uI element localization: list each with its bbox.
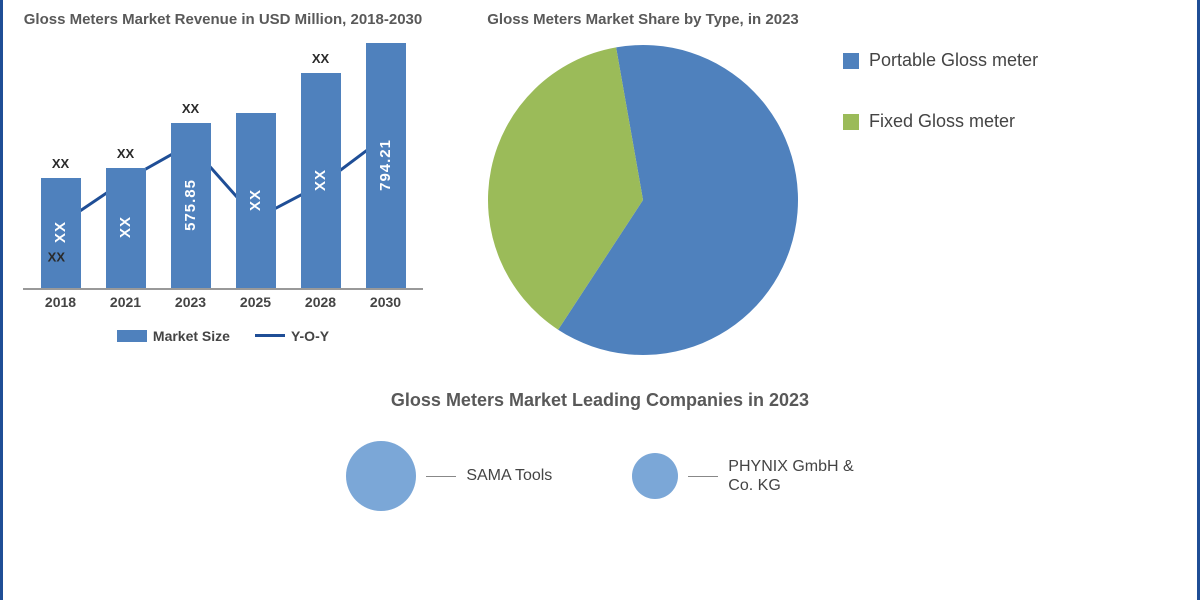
company-bubble bbox=[632, 453, 678, 499]
bar-value-label: XX bbox=[247, 189, 264, 211]
legend-line-swatch bbox=[255, 334, 285, 337]
pie-legend-label: Portable Gloss meter bbox=[869, 50, 1038, 71]
bar-top-label: XX bbox=[41, 156, 81, 171]
bubble-connector-line bbox=[688, 476, 718, 477]
bar-value-label: 575.85 bbox=[182, 179, 199, 231]
bar-2021: XXXX bbox=[106, 168, 146, 288]
legend-bar-swatch bbox=[117, 330, 147, 342]
company-label: PHYNIX GmbH &Co. KG bbox=[728, 457, 853, 495]
x-tick-label: 2030 bbox=[362, 294, 410, 310]
bar-col-2028: XXXX bbox=[297, 73, 345, 288]
x-tick-label: 2021 bbox=[102, 294, 150, 310]
bar-col-2021: XXXX bbox=[102, 168, 150, 288]
bar-2028: XXXX bbox=[301, 73, 341, 288]
companies-title: Gloss Meters Market Leading Companies in… bbox=[23, 390, 1177, 411]
bar-top-label: XX bbox=[301, 51, 341, 66]
bar-chart-plot: XXXXXXXX575.85XXXXXXXX794.21XX bbox=[23, 40, 423, 290]
legend-yoy: Y-O-Y bbox=[255, 328, 329, 344]
pie-legend-swatch bbox=[843, 53, 859, 69]
x-tick-label: 2028 bbox=[297, 294, 345, 310]
legend-line-label: Y-O-Y bbox=[291, 328, 329, 344]
bar-value-label: XX bbox=[312, 169, 329, 191]
company-bubble-item: SAMA Tools bbox=[346, 441, 552, 511]
pie-chart-plot bbox=[473, 40, 813, 360]
bar-col-2025: XX bbox=[232, 113, 280, 288]
company-bubble bbox=[346, 441, 416, 511]
bar-top-label: XX bbox=[106, 146, 146, 161]
market-share-pie-chart: Gloss Meters Market Share by Type, in 20… bbox=[453, 10, 1177, 380]
legend-bar-label: Market Size bbox=[153, 328, 230, 344]
line-point-label: XX bbox=[48, 250, 65, 265]
bar-2030: 794.21 bbox=[366, 43, 406, 288]
x-tick-label: 2023 bbox=[167, 294, 215, 310]
revenue-bar-chart: Gloss Meters Market Revenue in USD Milli… bbox=[23, 10, 423, 380]
legend-market-size: Market Size bbox=[117, 328, 230, 344]
bar-chart-x-axis: 2018 2021 2023 2025 2028 2030 bbox=[23, 290, 423, 310]
bar-value-label: 794.21 bbox=[377, 139, 394, 191]
bubble-connector-line bbox=[426, 476, 456, 477]
bar-chart-title: Gloss Meters Market Revenue in USD Milli… bbox=[23, 10, 423, 30]
bar-value-label: XX bbox=[117, 216, 134, 238]
leading-companies-section: Gloss Meters Market Leading Companies in… bbox=[23, 390, 1177, 511]
bar-2025: XX bbox=[236, 113, 276, 288]
company-bubbles: SAMA Tools PHYNIX GmbH &Co. KG bbox=[23, 441, 1177, 511]
pie-legend-item: Fixed Gloss meter bbox=[843, 111, 1177, 132]
pie-legend-item: Portable Gloss meter bbox=[843, 50, 1177, 71]
x-tick-label: 2018 bbox=[37, 294, 85, 310]
bar-chart-legend: Market Size Y-O-Y bbox=[23, 328, 423, 344]
pie-legend-swatch bbox=[843, 114, 859, 130]
pie-chart-legend: Portable Gloss meter Fixed Gloss meter bbox=[833, 10, 1177, 380]
pie-chart-title: Gloss Meters Market Share by Type, in 20… bbox=[487, 10, 799, 30]
bar-col-2023: 575.85XX bbox=[167, 123, 215, 288]
bar-2023: 575.85XX bbox=[171, 123, 211, 288]
bar-value-label: XX bbox=[52, 221, 69, 243]
x-tick-label: 2025 bbox=[232, 294, 280, 310]
bar-2018: XX XX bbox=[41, 178, 81, 288]
bar-col-2018: XX XX bbox=[37, 178, 85, 288]
company-bubble-item: PHYNIX GmbH &Co. KG bbox=[632, 453, 853, 499]
bar-col-2030: 794.21 bbox=[362, 43, 410, 288]
company-label: SAMA Tools bbox=[466, 466, 552, 485]
bar-top-label: XX bbox=[171, 101, 211, 116]
pie-legend-label: Fixed Gloss meter bbox=[869, 111, 1015, 132]
